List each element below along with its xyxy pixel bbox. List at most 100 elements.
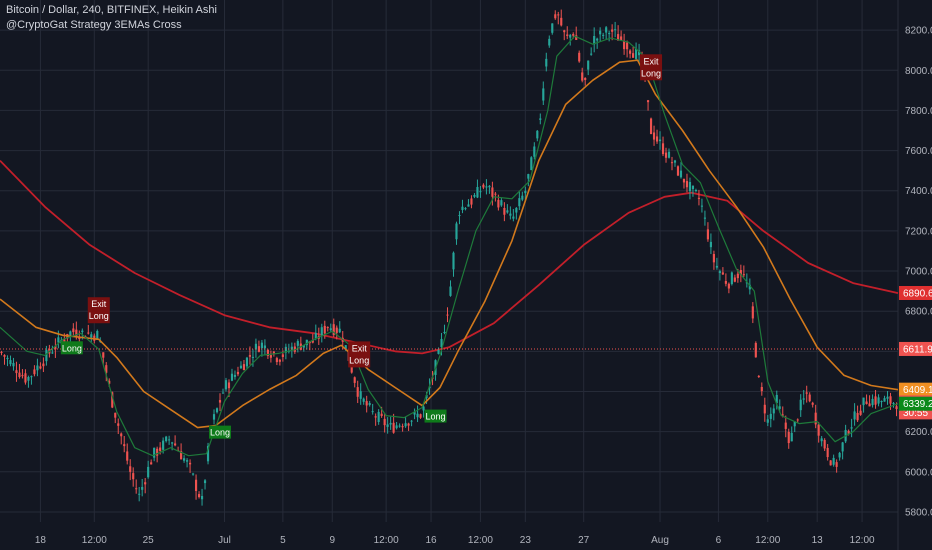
- candle-body: [305, 339, 308, 346]
- candle-body: [314, 332, 317, 339]
- candle-body: [814, 412, 817, 425]
- candle-body: [45, 349, 48, 362]
- candle-body: [69, 331, 72, 336]
- candle-body: [21, 375, 24, 377]
- exit-label-line: Long: [89, 311, 109, 321]
- candle-body: [129, 466, 132, 472]
- exit-long-marker[interactable]: Exit Long: [348, 341, 371, 368]
- candle-body: [368, 402, 371, 405]
- signals-layer[interactable]: Long Exit Long Long Exit Long Long Exit Long: [60, 54, 663, 439]
- candle-body: [446, 314, 449, 316]
- candle-body: [685, 181, 689, 188]
- candle-body: [365, 401, 368, 406]
- candle-body: [679, 170, 683, 178]
- candle-body: [344, 345, 347, 350]
- candle-body: [24, 373, 27, 383]
- candle-body: [180, 451, 183, 460]
- entry-long-marker[interactable]: Long: [60, 341, 83, 355]
- candle-body: [248, 355, 252, 357]
- candle-body: [138, 493, 141, 495]
- x-tick-label: 25: [143, 535, 155, 546]
- exit-label-line: Long: [349, 355, 369, 365]
- entry-long-marker[interactable]: Long: [424, 409, 447, 423]
- candle-body: [9, 360, 12, 365]
- candle-body: [799, 399, 802, 411]
- candle-body: [449, 286, 452, 296]
- candle-body: [775, 394, 778, 404]
- candle-body: [841, 442, 844, 452]
- candle-body: [150, 462, 153, 465]
- candle-body: [275, 358, 278, 363]
- candle-body: [323, 325, 326, 334]
- y-tick-label: 7000.0: [905, 267, 932, 278]
- candle-body: [682, 178, 686, 183]
- candle-body: [168, 439, 171, 441]
- entry-label-box: [424, 409, 447, 423]
- candle-body: [54, 346, 57, 350]
- candle-body: [120, 433, 123, 437]
- y-tick-label: 8000.0: [905, 66, 932, 77]
- candle-body: [500, 200, 503, 206]
- exit-long-marker[interactable]: Exit Long: [640, 54, 663, 81]
- candle-body: [763, 404, 766, 414]
- candle-body: [230, 373, 234, 381]
- candle-body: [673, 160, 677, 163]
- candle-body: [455, 223, 458, 240]
- price-tag: 6409.1: [899, 382, 932, 397]
- candle-body: [320, 327, 323, 336]
- candle-body: [227, 382, 231, 389]
- price-tag-box: [899, 396, 932, 411]
- candle-body: [188, 462, 192, 465]
- candle-body: [440, 338, 443, 348]
- candle-body: [554, 14, 557, 19]
- candle-body: [605, 27, 608, 33]
- candle-body: [332, 324, 335, 335]
- candle-body: [751, 306, 754, 319]
- candle-body: [539, 118, 542, 120]
- candle-body: [766, 419, 769, 423]
- x-tick-label: 27: [578, 535, 590, 546]
- candle-body: [269, 355, 272, 358]
- x-tick-label: 12:00: [755, 535, 780, 546]
- entry-long-marker[interactable]: Long: [209, 425, 232, 439]
- candle-body: [422, 406, 425, 411]
- time-axis[interactable]: 18 12:00 25 Jul 5 9 12:00 16 12:00 23 27 Aug 6 12:00 1…: [35, 535, 875, 546]
- candle-body: [260, 342, 263, 349]
- exit-label-box: [640, 54, 663, 81]
- candle-body: [476, 186, 479, 198]
- candle-body: [646, 100, 650, 103]
- candle-body: [383, 418, 386, 426]
- candle-body: [251, 356, 255, 358]
- candle-body: [542, 88, 545, 101]
- candle-body: [218, 400, 222, 403]
- candle-body: [491, 187, 494, 197]
- candle-body: [545, 58, 548, 67]
- candle-body: [278, 359, 281, 362]
- candle-body: [87, 332, 90, 334]
- candle-body: [521, 195, 524, 200]
- candle-body: [329, 328, 332, 331]
- ema-mid-line: [0, 59, 899, 429]
- candle-body: [796, 419, 799, 421]
- candle-body: [787, 431, 790, 444]
- candle-body: [584, 77, 587, 80]
- candle-body: [533, 146, 536, 157]
- x-tick-label: 16: [425, 535, 437, 546]
- candle-body: [263, 345, 266, 349]
- candle-body: [629, 50, 632, 54]
- candle-body: [730, 272, 733, 285]
- candle-body: [114, 412, 117, 418]
- candle-body: [464, 208, 467, 210]
- candle-body: [709, 241, 712, 248]
- candle-body: [126, 451, 129, 461]
- exit-long-marker[interactable]: Exit Long: [87, 297, 110, 324]
- candle-body: [856, 412, 859, 421]
- candle-body: [51, 352, 54, 354]
- candle-body: [494, 193, 497, 195]
- candle-body: [880, 401, 883, 403]
